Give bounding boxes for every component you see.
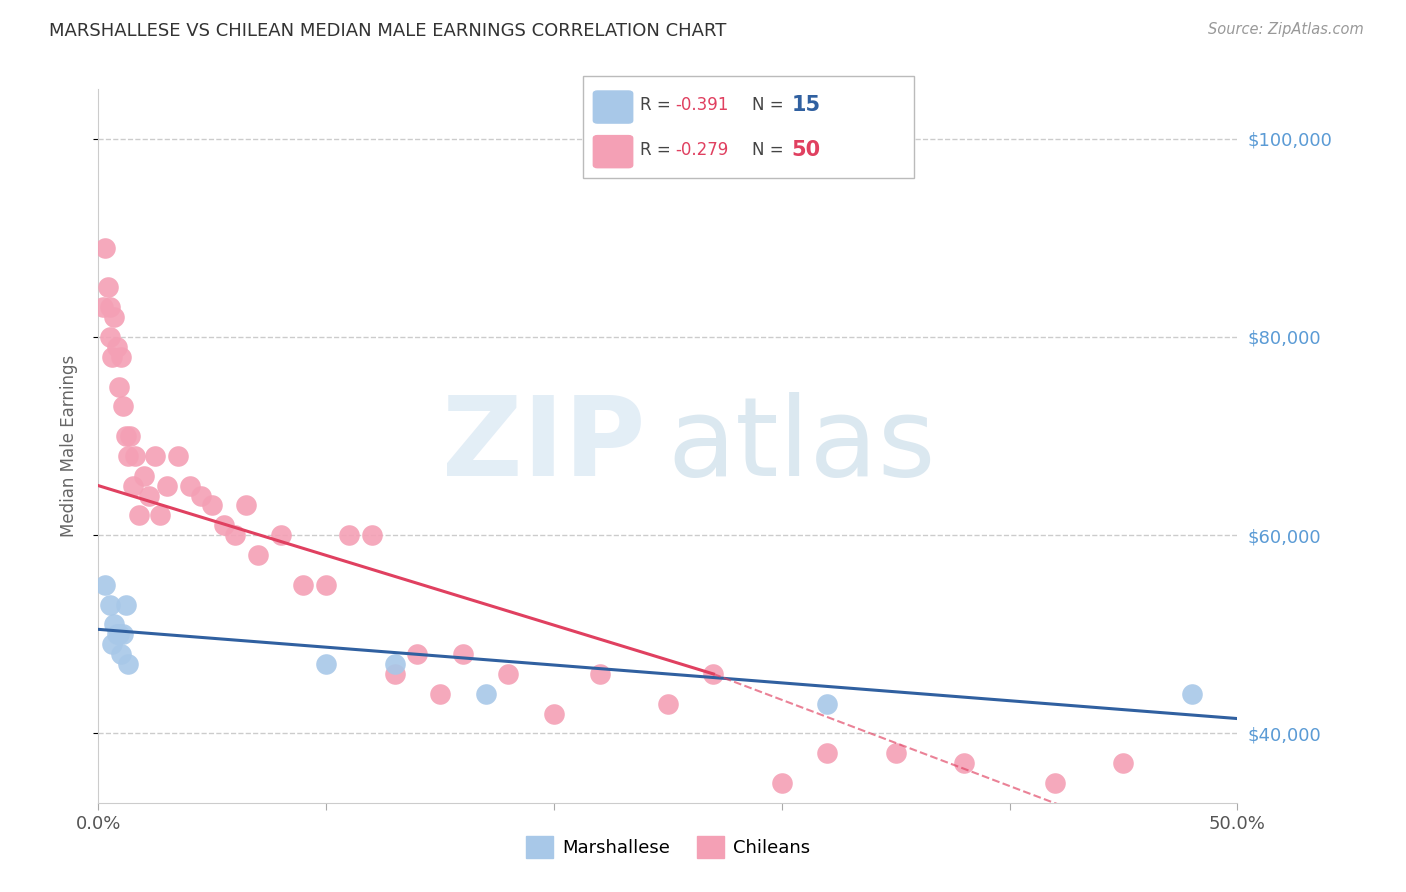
Point bbox=[543, 706, 565, 721]
Point bbox=[105, 627, 128, 641]
Text: 50: 50 bbox=[792, 140, 821, 160]
Text: -0.391: -0.391 bbox=[675, 96, 728, 114]
Point bbox=[108, 627, 131, 641]
Y-axis label: Median Male Earnings: Median Male Earnings bbox=[59, 355, 77, 537]
Text: -0.279: -0.279 bbox=[675, 141, 728, 159]
Point bbox=[953, 756, 976, 771]
Point bbox=[190, 489, 212, 503]
Point bbox=[360, 528, 382, 542]
Point bbox=[121, 478, 143, 492]
Point bbox=[117, 449, 139, 463]
Point bbox=[94, 241, 117, 255]
Legend: Marshallese, Chileans: Marshallese, Chileans bbox=[519, 829, 817, 865]
Point bbox=[138, 489, 160, 503]
Point bbox=[179, 478, 201, 492]
Point bbox=[657, 697, 679, 711]
Text: N =: N = bbox=[752, 141, 789, 159]
Point bbox=[110, 647, 132, 661]
Point bbox=[337, 528, 360, 542]
Point bbox=[884, 746, 907, 760]
Point bbox=[702, 667, 724, 681]
Point bbox=[384, 657, 406, 671]
Point bbox=[246, 548, 269, 562]
Point bbox=[292, 578, 315, 592]
Point bbox=[98, 300, 121, 314]
Point bbox=[105, 340, 128, 354]
Text: 15: 15 bbox=[792, 95, 821, 115]
Point bbox=[94, 578, 117, 592]
Point bbox=[315, 657, 337, 671]
Point bbox=[110, 350, 132, 364]
Text: Source: ZipAtlas.com: Source: ZipAtlas.com bbox=[1208, 22, 1364, 37]
Point bbox=[224, 528, 246, 542]
Point bbox=[167, 449, 190, 463]
Point bbox=[98, 330, 121, 344]
Point bbox=[156, 478, 179, 492]
Point bbox=[588, 667, 610, 681]
Text: N =: N = bbox=[752, 96, 789, 114]
Point bbox=[149, 508, 172, 523]
Point bbox=[112, 627, 135, 641]
Point bbox=[112, 400, 135, 414]
Point bbox=[1112, 756, 1135, 771]
Point bbox=[117, 657, 139, 671]
Point bbox=[1181, 687, 1204, 701]
Text: R =: R = bbox=[640, 96, 676, 114]
Point bbox=[498, 667, 520, 681]
Text: atlas: atlas bbox=[668, 392, 936, 500]
Point bbox=[145, 449, 167, 463]
Point bbox=[384, 667, 406, 681]
Point bbox=[132, 468, 155, 483]
Point bbox=[120, 429, 142, 443]
Text: ZIP: ZIP bbox=[441, 392, 645, 500]
Point bbox=[429, 687, 451, 701]
Point bbox=[96, 280, 118, 294]
Point bbox=[815, 746, 838, 760]
Point bbox=[770, 776, 793, 790]
Point bbox=[315, 578, 337, 592]
Point bbox=[91, 300, 114, 314]
Point bbox=[201, 499, 224, 513]
Point bbox=[124, 449, 146, 463]
Point bbox=[98, 598, 121, 612]
Point bbox=[108, 379, 131, 393]
Point bbox=[270, 528, 292, 542]
Point bbox=[103, 310, 125, 325]
Point bbox=[101, 637, 124, 651]
Point bbox=[815, 697, 838, 711]
Point bbox=[474, 687, 496, 701]
Point bbox=[235, 499, 257, 513]
Text: MARSHALLESE VS CHILEAN MEDIAN MALE EARNINGS CORRELATION CHART: MARSHALLESE VS CHILEAN MEDIAN MALE EARNI… bbox=[49, 22, 727, 40]
Point bbox=[101, 350, 124, 364]
Point bbox=[114, 598, 136, 612]
Point bbox=[406, 647, 429, 661]
Text: R =: R = bbox=[640, 141, 676, 159]
Point bbox=[114, 429, 136, 443]
Point bbox=[212, 518, 235, 533]
Point bbox=[128, 508, 150, 523]
Point bbox=[1043, 776, 1066, 790]
Point bbox=[451, 647, 474, 661]
Point bbox=[103, 617, 125, 632]
